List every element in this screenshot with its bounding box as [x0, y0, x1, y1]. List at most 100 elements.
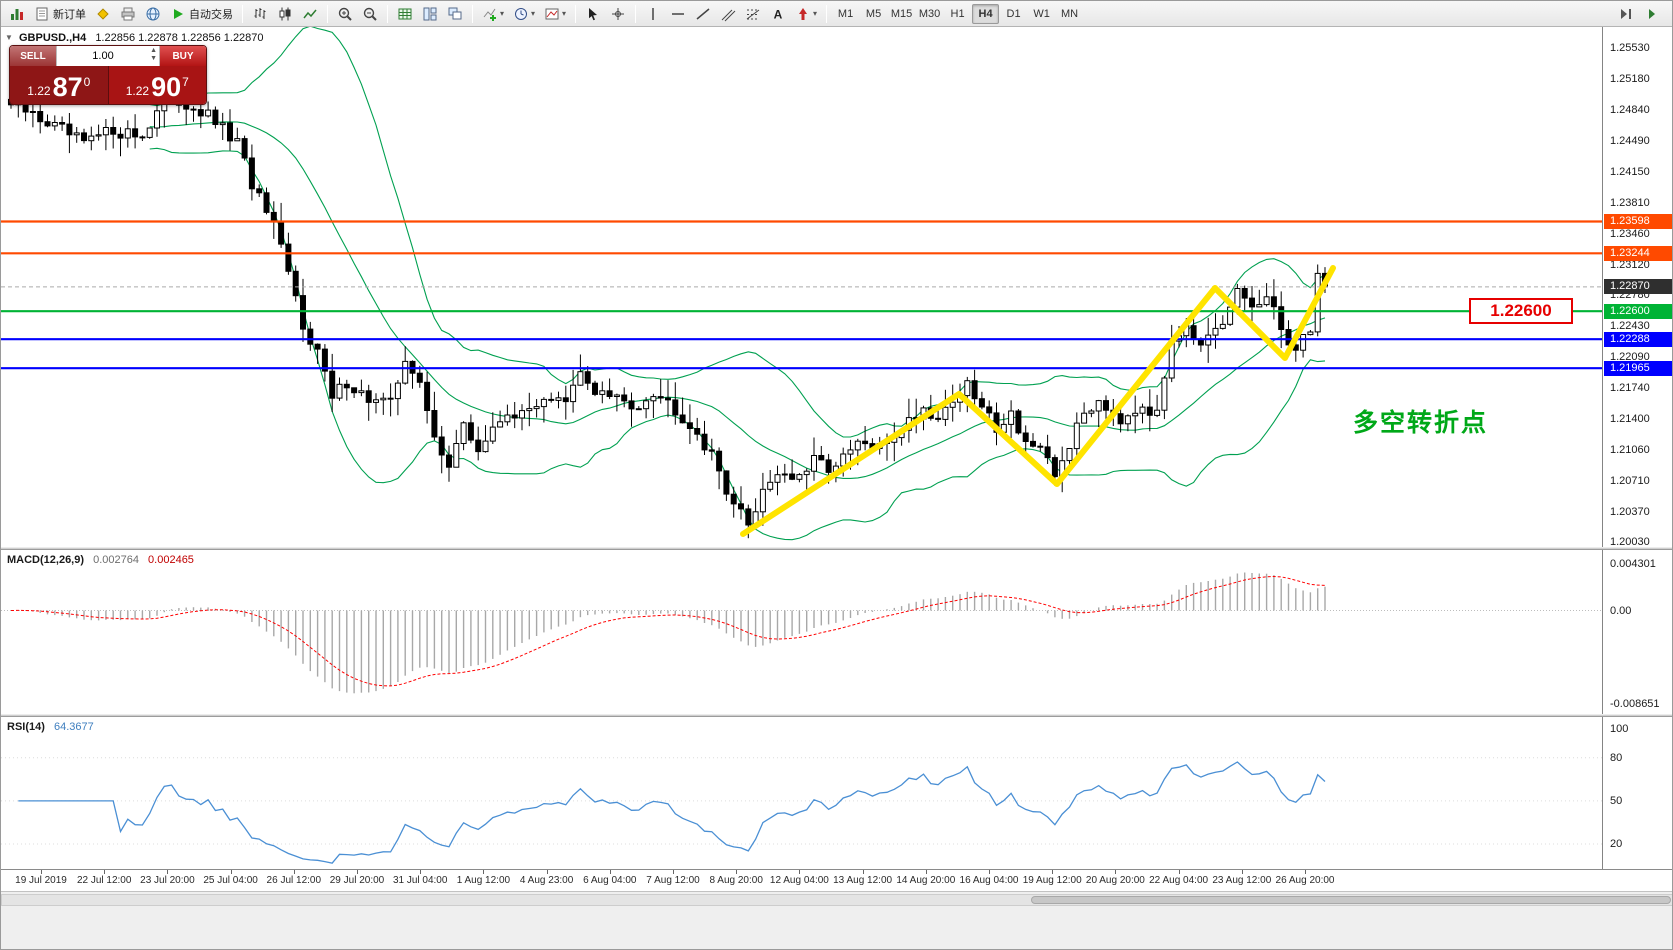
crosshair-icon: [612, 7, 625, 20]
fibonacci-button[interactable]: [741, 3, 765, 25]
data-window-icon: [146, 7, 160, 20]
timeframe-h4-button[interactable]: H4: [972, 3, 1000, 24]
indicators-button[interactable]: ▾: [478, 3, 508, 25]
price-axis-label: 1.22090: [1610, 351, 1650, 363]
sell-price-big: 87: [52, 72, 83, 102]
periods-icon: [515, 7, 528, 20]
one-click-trading-panel: SELL ▲ ▼ BUY 1.22 87 0 1.22: [9, 45, 207, 105]
trendline-icon: [696, 7, 710, 20]
buy-price[interactable]: 1.22 90 7: [108, 66, 206, 104]
price-callout-box[interactable]: 1.22600: [1469, 298, 1573, 324]
rsi-axis-label: 20: [1610, 838, 1623, 850]
timeframe-mn-button[interactable]: MN: [1056, 4, 1083, 24]
candlestick-chart-button[interactable]: [273, 3, 297, 25]
trendline-button[interactable]: [691, 3, 715, 25]
auto-scroll-button[interactable]: [1640, 3, 1664, 25]
zigzag-trendline[interactable]: [740, 265, 1336, 537]
print-icon: [121, 7, 135, 20]
toolbar-separator: [387, 4, 388, 23]
time-axis-label: 19 Jul 2019: [15, 875, 67, 886]
timeframe-m30-button[interactable]: M30: [916, 4, 943, 24]
time-axis-tick: [609, 870, 611, 874]
buy-button[interactable]: BUY: [160, 46, 206, 66]
macd-pane[interactable]: MACD(12,26,9) 0.002764 0.002465: [1, 550, 1602, 714]
cascade-windows-button[interactable]: [443, 3, 467, 25]
bottom-strip: [1, 891, 1672, 949]
sell-price-sup: 0: [83, 75, 91, 89]
one-click-collapse-icon[interactable]: ▼: [5, 33, 13, 42]
crosshair-button[interactable]: [606, 3, 630, 25]
timeframe-m15-button[interactable]: M15: [888, 4, 915, 24]
arrow-objects-button[interactable]: ▾: [791, 3, 821, 25]
auto-trading-button[interactable]: 自动交易: [166, 3, 237, 25]
volume-down-icon[interactable]: ▼: [150, 55, 157, 62]
time-axis-tick: [1178, 870, 1180, 874]
timeframe-w1-button[interactable]: W1: [1028, 4, 1055, 24]
cursor-button[interactable]: [581, 3, 605, 25]
mql-editor-button[interactable]: [91, 3, 115, 25]
sell-button[interactable]: SELL: [10, 46, 56, 66]
buy-price-sup: 7: [182, 75, 189, 89]
timeframe-h1-button[interactable]: H1: [944, 4, 971, 24]
rsi-pane[interactable]: RSI(14) 64.3677: [1, 717, 1602, 869]
tile-windows-icon: [423, 7, 437, 20]
equidistant-channel-button[interactable]: [716, 3, 740, 25]
chart-shift-button[interactable]: [1614, 3, 1638, 25]
tile-windows-button[interactable]: [418, 3, 442, 25]
time-axis-tick: [862, 870, 864, 874]
volume-field[interactable]: ▲ ▼: [56, 46, 160, 66]
volume-up-icon[interactable]: ▲: [150, 47, 157, 54]
grid-button[interactable]: [393, 3, 417, 25]
pane-separator[interactable]: [1, 547, 1672, 550]
pane-separator[interactable]: [1, 714, 1672, 717]
volume-spinner: ▲ ▼: [150, 47, 157, 63]
print-button[interactable]: [116, 3, 140, 25]
price-axis-label: 1.20710: [1610, 474, 1650, 487]
timeframe-d1-button[interactable]: D1: [1000, 4, 1027, 24]
data-window-button[interactable]: [141, 3, 165, 25]
symbol-chart-button[interactable]: [5, 3, 29, 25]
current-price-tag: 1.22870: [1604, 279, 1672, 295]
horizontal-line-icon: [672, 12, 685, 15]
zoom-out-button[interactable]: [358, 3, 382, 25]
svg-text:A: A: [774, 7, 783, 21]
time-axis-label: 26 Aug 20:00: [1275, 875, 1335, 886]
sell-price[interactable]: 1.22 87 0: [10, 66, 109, 104]
main-chart-pane[interactable]: ▼ GBPUSD.,H4 1.22856 1.22878 1.22856 1.2…: [1, 27, 1602, 547]
bar-chart-button[interactable]: [248, 3, 272, 25]
arrow-objects-icon: [799, 7, 808, 20]
time-axis[interactable]: 19 Jul 2019 22 Jul 12:00 23 Jul 20:00 25 Ju…: [1, 869, 1672, 891]
buy-price-big: 90: [151, 72, 182, 102]
time-axis-label: 8 Aug 20:00: [709, 875, 763, 886]
auto-scroll-icon: [1649, 8, 1655, 19]
time-axis-label: 7 Aug 12:00: [646, 875, 700, 886]
time-axis-label: 20 Aug 20:00: [1085, 875, 1145, 886]
scrollbar-thumb[interactable]: [1031, 896, 1671, 904]
zoom-in-button[interactable]: [333, 3, 357, 25]
timeframe-m1-button[interactable]: M1: [832, 4, 859, 24]
turning-point-annotation[interactable]: 多空转折点: [1353, 409, 1489, 437]
price-axis-label: 1.23120: [1610, 258, 1650, 271]
timeframe-m5-button[interactable]: M5: [860, 4, 887, 24]
vertical-line-button[interactable]: [641, 3, 665, 25]
time-axis-label: 12 Aug 04:00: [769, 875, 829, 886]
volume-input[interactable]: [57, 49, 159, 63]
text-label-button[interactable]: A: [766, 3, 790, 25]
symbol-chart-icon: [11, 8, 23, 20]
templates-button[interactable]: ▾: [540, 3, 570, 25]
horizontal-line-objects[interactable]: [1, 220, 1602, 370]
time-axis-label: 13 Aug 12:00: [833, 875, 893, 886]
time-axis-label: 29 Jul 20:00: [329, 875, 385, 886]
horizontal-line-button[interactable]: [666, 3, 690, 25]
price-scale[interactable]: 1.25530 1.25180 1.24840 1.24490 1.24150 1.238…: [1602, 27, 1672, 869]
time-axis-tick: [1052, 870, 1054, 874]
new-order-button[interactable]: 新订单: [30, 3, 90, 25]
line-chart-button[interactable]: [298, 3, 322, 25]
price-axis-label: 1.21060: [1610, 443, 1650, 456]
horizontal-scrollbar[interactable]: [1, 894, 1672, 906]
time-axis-label: 6 Aug 04:00: [583, 875, 637, 886]
candlestick-chart-icon: [279, 7, 291, 20]
timeframe-toolbar: M1 M5 M15 M30 H1 H4 D1 W1 MN: [832, 3, 1083, 24]
periods-button[interactable]: ▾: [509, 3, 539, 25]
equidistant-channel-icon: [721, 9, 736, 21]
